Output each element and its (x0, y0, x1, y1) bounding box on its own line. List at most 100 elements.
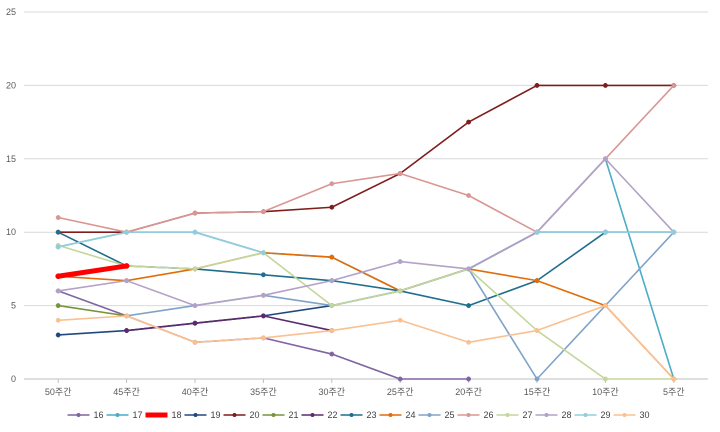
legend-label: 20 (250, 410, 260, 420)
point-29 (124, 229, 130, 235)
legend-marker (154, 413, 159, 417)
x-tick-label: 10주간 (592, 387, 619, 397)
x-tick-label: 50주간 (45, 387, 72, 397)
series-line-24 (57, 251, 675, 380)
point-29 (534, 229, 540, 235)
legend-marker (349, 413, 354, 417)
point-30 (260, 335, 266, 341)
y-tick-label: 0 (11, 374, 16, 384)
legend-marker (583, 413, 588, 417)
point-25 (534, 376, 540, 382)
point-28 (55, 288, 61, 294)
point-26 (55, 215, 61, 220)
legend-marker (505, 413, 510, 417)
series-24 (55, 250, 677, 382)
x-tick-label: 40주간 (182, 387, 209, 397)
legend-marker (193, 413, 198, 417)
point-30 (397, 317, 403, 323)
point-27 (602, 376, 608, 382)
legend-item-22: 22 (301, 410, 338, 420)
legend-label: 23 (367, 410, 377, 420)
series-line-28 (57, 158, 675, 307)
x-tick-label: 25주간 (387, 387, 414, 397)
series-line-29 (57, 231, 265, 254)
point-20 (602, 82, 608, 88)
y-tick-label: 20 (6, 80, 16, 90)
series-22 (124, 313, 335, 334)
legend-marker (466, 413, 471, 417)
legend-item-25: 25 (418, 410, 455, 420)
series-line-17 (57, 158, 675, 380)
point-30 (329, 328, 335, 334)
point-29 (192, 229, 198, 235)
legend-label: 29 (601, 410, 611, 420)
legend-label: 17 (133, 410, 143, 420)
point-21 (55, 303, 61, 309)
legend-item-28: 28 (535, 410, 572, 420)
legend-marker (310, 413, 315, 417)
point-30 (602, 303, 608, 309)
point-30 (534, 328, 540, 334)
point-28 (466, 266, 472, 272)
point-26 (329, 181, 335, 187)
series-line-27 (57, 244, 675, 380)
series-23 (55, 229, 608, 309)
legend-item-21: 21 (262, 410, 299, 420)
y-tick-label: 5 (11, 301, 16, 311)
gridlines (24, 11, 708, 380)
y-tick-label: 10 (6, 227, 16, 237)
point-26 (192, 210, 198, 216)
legend-label: 27 (523, 410, 533, 420)
legend-label: 24 (406, 410, 416, 420)
y-tick-label: 25 (6, 7, 16, 17)
legend-label: 19 (211, 410, 221, 420)
x-tick-label: 20주간 (455, 387, 482, 397)
series-line-30 (57, 304, 675, 380)
series-29 (55, 229, 677, 256)
point-29 (55, 244, 61, 250)
legend-item-17: 17 (106, 410, 143, 420)
legend-item-26: 26 (457, 410, 494, 420)
point-27 (192, 266, 198, 272)
axes: 0 5 10 15 20 25 50주간 45주간 40주간 35주간 30주간 25주간 20주간 15… (6, 7, 685, 397)
series-16 (55, 288, 472, 382)
point-22 (124, 328, 130, 334)
point-22 (260, 313, 266, 319)
legend-item-20: 20 (223, 410, 260, 420)
x-tick-label: 15주간 (524, 387, 551, 397)
legend-marker (115, 413, 120, 417)
series-30 (55, 303, 677, 382)
point-18 (123, 263, 130, 269)
point-28 (329, 278, 335, 284)
legend-item-23: 23 (340, 410, 377, 420)
point-24 (329, 254, 335, 260)
point-23 (260, 272, 266, 278)
point-22 (192, 320, 198, 326)
point-28 (602, 156, 608, 162)
series-line-22 (125, 315, 333, 332)
point-19 (55, 332, 61, 338)
point-28 (397, 259, 403, 265)
legend-item-19: 19 (184, 410, 221, 420)
legend-item-27: 27 (496, 410, 533, 420)
series-line-18 (55, 263, 130, 279)
x-tick-label: 5주간 (663, 387, 685, 397)
point-30 (55, 317, 61, 323)
point-30 (124, 313, 130, 319)
x-tick-label: 30주간 (319, 387, 346, 397)
point-24 (534, 278, 540, 284)
legend: 16 17 18 19 20 21 22 23 24 25 26 27 28 29 30 (67, 410, 650, 420)
series-line-19 (57, 231, 675, 336)
point-23 (55, 229, 61, 235)
point-28 (260, 292, 266, 298)
legend-marker (427, 413, 432, 417)
legend-label: 18 (172, 410, 182, 420)
point-29 (602, 229, 608, 235)
legend-item-18: 18 (145, 410, 182, 420)
legend-item-16: 16 (67, 410, 104, 420)
series-line-21 (57, 304, 128, 317)
legend-marker (232, 413, 237, 417)
legend-marker (544, 413, 549, 417)
point-28 (124, 278, 130, 284)
